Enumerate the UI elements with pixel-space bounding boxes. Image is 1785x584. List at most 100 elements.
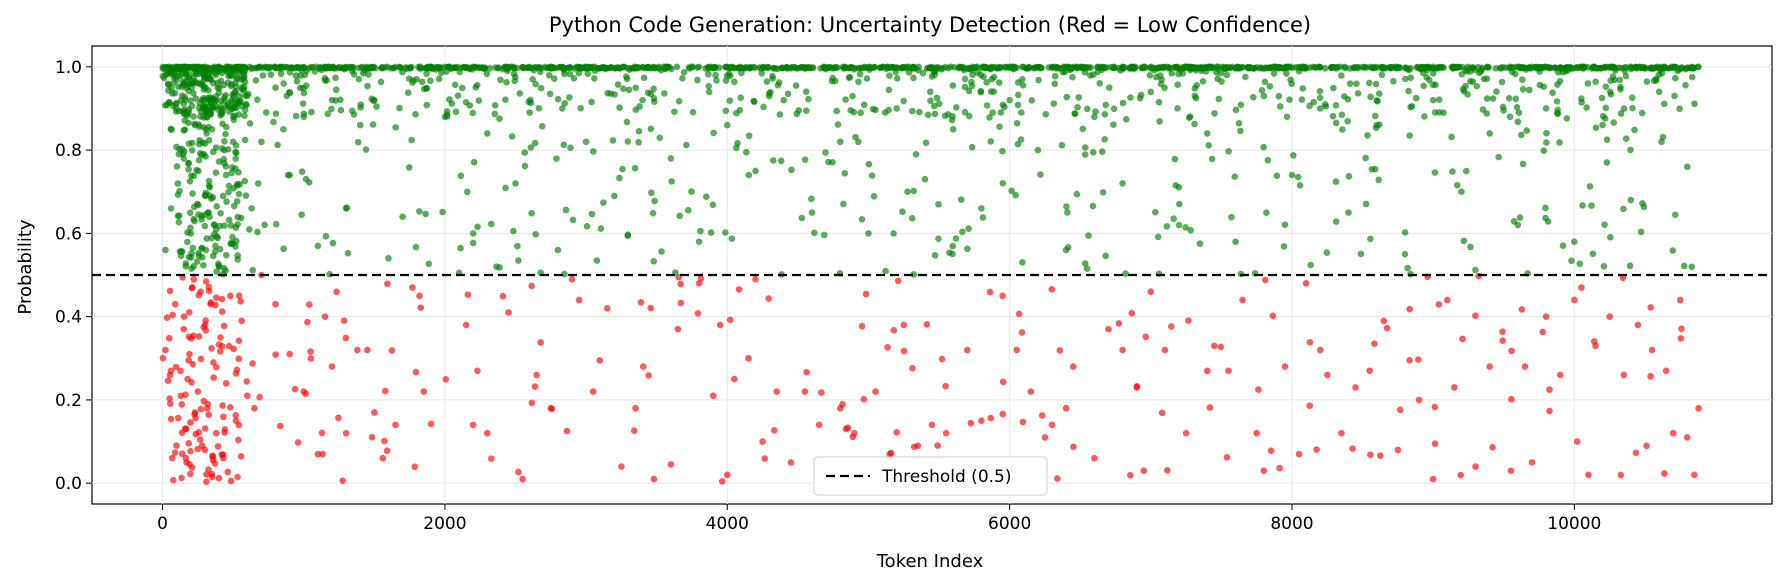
high-confidence-point xyxy=(184,111,191,118)
high-confidence-point xyxy=(991,74,998,81)
high-confidence-point xyxy=(570,217,577,224)
high-confidence-point xyxy=(1355,90,1362,97)
high-confidence-point xyxy=(648,190,655,197)
high-confidence-point xyxy=(886,87,893,94)
high-confidence-point xyxy=(1084,265,1091,272)
high-confidence-point xyxy=(439,209,446,216)
high-confidence-point xyxy=(1174,81,1181,88)
high-confidence-point xyxy=(170,79,177,86)
low-confidence-point xyxy=(837,405,844,412)
high-confidence-point xyxy=(1345,209,1352,216)
high-confidence-point xyxy=(626,86,633,93)
low-confidence-point xyxy=(1406,306,1413,313)
high-confidence-point xyxy=(969,144,976,151)
high-confidence-point xyxy=(1330,113,1337,120)
low-confidence-point xyxy=(228,478,235,485)
low-confidence-point xyxy=(389,347,396,354)
high-confidence-point xyxy=(829,75,836,82)
high-confidence-point xyxy=(1339,111,1346,118)
high-confidence-point xyxy=(268,71,275,78)
low-confidence-point xyxy=(1663,367,1670,374)
high-confidence-point xyxy=(1019,259,1026,266)
low-confidence-point xyxy=(1578,284,1585,291)
high-confidence-point xyxy=(743,149,750,156)
high-confidence-point xyxy=(303,68,310,75)
low-confidence-point xyxy=(1489,444,1496,451)
low-confidence-point xyxy=(1270,313,1277,320)
high-confidence-point xyxy=(458,172,465,179)
high-confidence-point xyxy=(206,178,213,185)
high-confidence-point xyxy=(406,75,413,82)
low-confidence-point xyxy=(859,323,866,330)
high-confidence-point xyxy=(706,89,713,96)
low-confidence-point xyxy=(178,474,185,481)
high-confidence-point xyxy=(807,65,814,72)
low-confidence-point xyxy=(167,400,174,407)
high-confidence-point xyxy=(913,151,920,158)
low-confidence-point xyxy=(1557,372,1564,379)
low-confidence-point xyxy=(172,449,179,456)
low-confidence-point xyxy=(192,409,199,416)
high-confidence-point xyxy=(1631,127,1638,134)
high-confidence-point xyxy=(184,239,191,246)
low-confidence-point xyxy=(178,401,185,408)
high-confidence-point xyxy=(201,86,208,93)
high-confidence-point xyxy=(199,245,206,252)
high-confidence-points xyxy=(160,64,1702,278)
high-confidence-point xyxy=(505,65,512,72)
high-confidence-point xyxy=(1402,229,1409,236)
high-confidence-point xyxy=(1518,64,1525,71)
low-confidence-point xyxy=(1444,297,1451,304)
high-confidence-point xyxy=(357,104,364,111)
high-confidence-point xyxy=(1317,105,1324,112)
high-confidence-point xyxy=(775,82,782,89)
high-confidence-point xyxy=(996,123,1003,130)
high-confidence-point xyxy=(529,76,536,83)
high-confidence-point xyxy=(1564,115,1571,122)
low-confidence-point xyxy=(1313,446,1320,453)
low-confidence-point xyxy=(765,295,772,302)
high-confidence-point xyxy=(974,64,981,71)
high-confidence-point xyxy=(204,109,211,116)
high-confidence-point xyxy=(470,230,477,237)
high-confidence-point xyxy=(563,207,570,214)
high-confidence-point xyxy=(910,188,917,195)
low-confidence-point xyxy=(183,426,190,433)
high-confidence-point xyxy=(228,97,235,104)
high-confidence-point xyxy=(512,180,519,187)
low-confidence-point xyxy=(1162,347,1169,354)
high-confidence-point xyxy=(1091,113,1098,120)
high-confidence-point xyxy=(696,64,703,71)
low-confidence-point xyxy=(428,421,435,428)
high-confidence-point xyxy=(233,150,240,157)
high-confidence-point xyxy=(191,121,198,128)
high-confidence-point xyxy=(213,226,220,233)
high-confidence-point xyxy=(280,126,287,133)
low-confidence-point xyxy=(177,368,184,375)
low-confidence-point xyxy=(638,299,645,306)
high-confidence-point xyxy=(1284,113,1291,120)
low-confidence-point xyxy=(160,355,167,362)
high-confidence-point xyxy=(185,160,192,167)
high-confidence-point xyxy=(181,117,188,124)
high-confidence-point xyxy=(349,108,356,115)
high-confidence-point xyxy=(222,131,229,138)
high-confidence-point xyxy=(218,97,225,104)
high-confidence-point xyxy=(866,66,873,73)
low-confidence-point xyxy=(771,427,778,434)
high-confidence-point xyxy=(833,108,840,115)
low-confidence-point xyxy=(576,297,583,304)
low-confidence-point xyxy=(384,280,391,287)
low-confidence-point xyxy=(1239,297,1246,304)
high-confidence-point xyxy=(190,263,197,270)
high-confidence-point xyxy=(249,267,256,274)
high-confidence-point xyxy=(1493,88,1500,95)
low-confidence-point xyxy=(1678,335,1685,342)
high-confidence-point xyxy=(371,97,378,104)
high-confidence-point xyxy=(1063,203,1070,210)
high-confidence-point xyxy=(1661,101,1668,108)
high-confidence-point xyxy=(983,79,990,86)
high-confidence-point xyxy=(1372,166,1379,173)
low-confidence-point xyxy=(528,283,535,290)
low-confidence-point xyxy=(719,478,726,485)
